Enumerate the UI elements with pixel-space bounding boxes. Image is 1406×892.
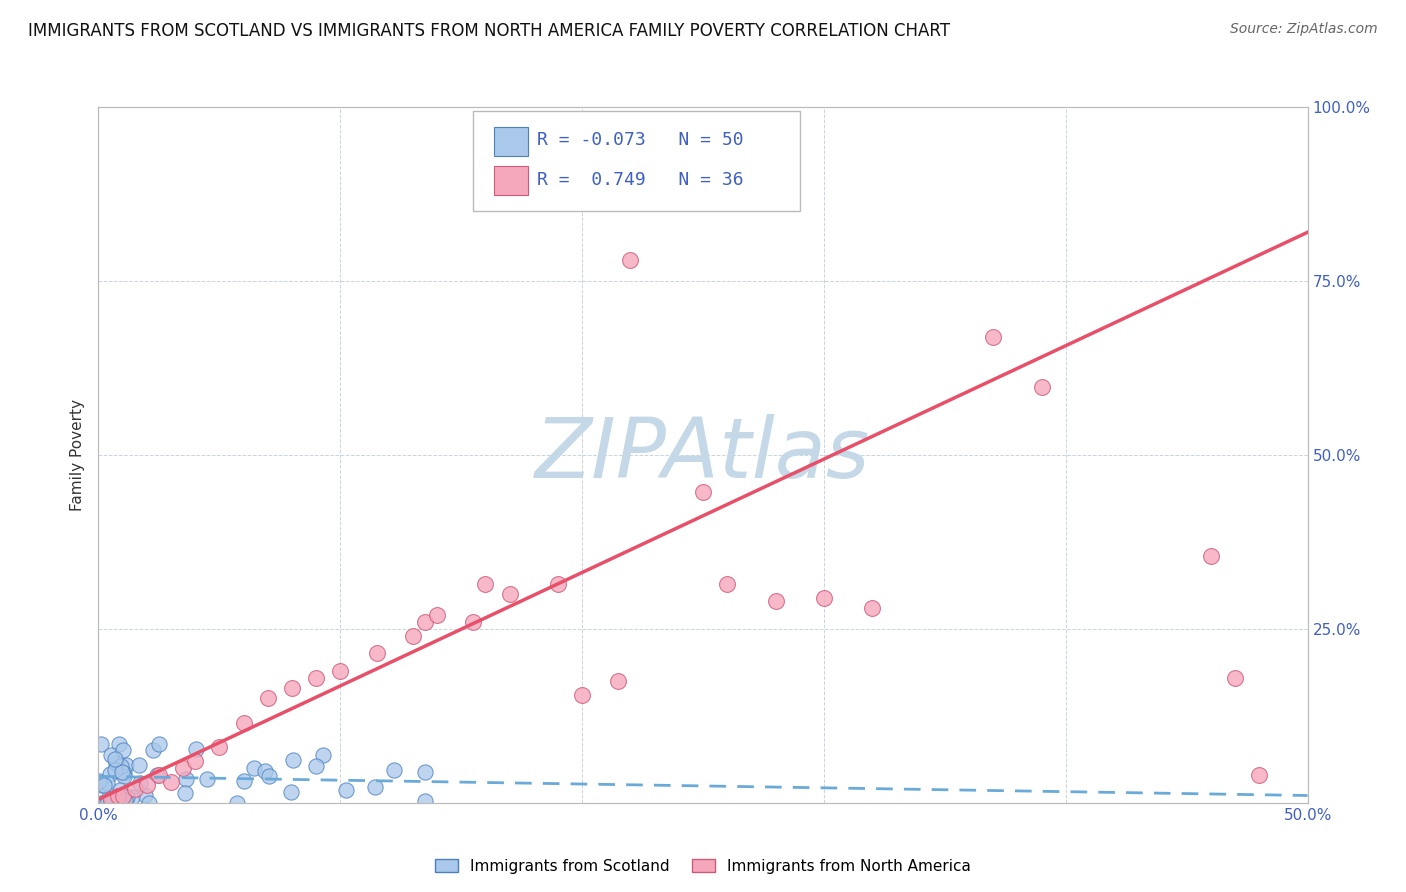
Point bbox=[110, 759, 132, 773]
Point bbox=[111, 743, 134, 757]
Point bbox=[225, 796, 247, 810]
Point bbox=[1199, 549, 1222, 563]
Point bbox=[160, 775, 183, 789]
FancyBboxPatch shape bbox=[494, 127, 527, 156]
Point bbox=[112, 768, 135, 782]
Point bbox=[111, 789, 134, 803]
Point bbox=[692, 484, 714, 499]
Point bbox=[110, 783, 132, 797]
Point bbox=[382, 764, 405, 778]
Point bbox=[413, 794, 436, 808]
Point bbox=[335, 782, 357, 797]
Point bbox=[108, 737, 131, 751]
Point bbox=[413, 764, 436, 779]
Point bbox=[1031, 379, 1053, 393]
Point bbox=[498, 587, 520, 601]
Point bbox=[90, 737, 112, 751]
Point bbox=[860, 601, 883, 615]
Point bbox=[98, 766, 121, 780]
Point bbox=[134, 789, 156, 803]
Point bbox=[243, 761, 266, 775]
Point bbox=[90, 778, 112, 792]
Text: R =  0.749   N = 36: R = 0.749 N = 36 bbox=[537, 171, 744, 189]
Point bbox=[305, 759, 328, 773]
Point bbox=[765, 594, 787, 608]
Point bbox=[607, 674, 630, 689]
Point bbox=[114, 793, 136, 807]
Point bbox=[142, 743, 165, 757]
Point bbox=[121, 789, 143, 804]
Point bbox=[128, 776, 150, 790]
Point bbox=[474, 576, 496, 591]
Point bbox=[104, 751, 127, 765]
Point bbox=[1223, 671, 1246, 685]
Text: R = -0.073   N = 50: R = -0.073 N = 50 bbox=[537, 131, 744, 150]
Point bbox=[571, 688, 593, 702]
Text: ZIPAtlas: ZIPAtlas bbox=[536, 415, 870, 495]
Point bbox=[281, 753, 304, 767]
Point bbox=[90, 796, 112, 810]
Point bbox=[172, 761, 194, 775]
Point bbox=[981, 329, 1004, 343]
Point bbox=[148, 768, 170, 782]
Point bbox=[100, 748, 122, 763]
Point bbox=[96, 776, 118, 790]
Point bbox=[124, 781, 146, 796]
Point bbox=[547, 576, 569, 591]
Point bbox=[104, 764, 127, 778]
Point bbox=[259, 768, 281, 782]
Point bbox=[111, 765, 134, 780]
Point bbox=[208, 740, 231, 755]
Text: IMMIGRANTS FROM SCOTLAND VS IMMIGRANTS FROM NORTH AMERICA FAMILY POVERTY CORRELA: IMMIGRANTS FROM SCOTLAND VS IMMIGRANTS F… bbox=[28, 22, 950, 40]
Point bbox=[89, 773, 111, 788]
Text: Source: ZipAtlas.com: Source: ZipAtlas.com bbox=[1230, 22, 1378, 37]
Point bbox=[329, 664, 352, 678]
Point bbox=[256, 691, 278, 706]
Point bbox=[305, 671, 328, 685]
Point bbox=[195, 772, 218, 786]
Point bbox=[97, 792, 120, 806]
Point bbox=[184, 754, 207, 768]
Y-axis label: Family Poverty: Family Poverty bbox=[70, 399, 86, 511]
Point bbox=[813, 591, 835, 605]
Point bbox=[281, 681, 304, 695]
Point bbox=[100, 792, 122, 806]
Point bbox=[93, 778, 115, 792]
Point bbox=[148, 737, 170, 751]
Point bbox=[402, 629, 425, 643]
Point bbox=[184, 741, 207, 756]
FancyBboxPatch shape bbox=[494, 166, 527, 195]
Point bbox=[104, 756, 127, 770]
FancyBboxPatch shape bbox=[474, 111, 800, 211]
Point bbox=[463, 615, 485, 629]
Point bbox=[716, 576, 738, 591]
Point bbox=[96, 796, 118, 810]
Point bbox=[174, 786, 197, 800]
Point bbox=[312, 747, 335, 762]
Point bbox=[426, 607, 449, 622]
Point bbox=[253, 764, 276, 778]
Point bbox=[366, 646, 388, 660]
Point bbox=[135, 778, 157, 792]
Point bbox=[146, 768, 169, 782]
Point bbox=[1249, 768, 1271, 782]
Point bbox=[115, 758, 138, 772]
Point bbox=[138, 796, 160, 810]
Point bbox=[232, 715, 254, 730]
Point bbox=[280, 785, 302, 799]
Point bbox=[364, 780, 387, 795]
Point bbox=[233, 773, 256, 788]
Point bbox=[117, 789, 139, 804]
Point bbox=[413, 615, 436, 629]
Point bbox=[174, 772, 197, 787]
Point bbox=[100, 794, 122, 808]
Point bbox=[128, 758, 150, 772]
Point bbox=[619, 253, 641, 268]
Point bbox=[107, 789, 129, 803]
Legend: Immigrants from Scotland, Immigrants from North America: Immigrants from Scotland, Immigrants fro… bbox=[429, 853, 977, 880]
Point bbox=[112, 766, 135, 780]
